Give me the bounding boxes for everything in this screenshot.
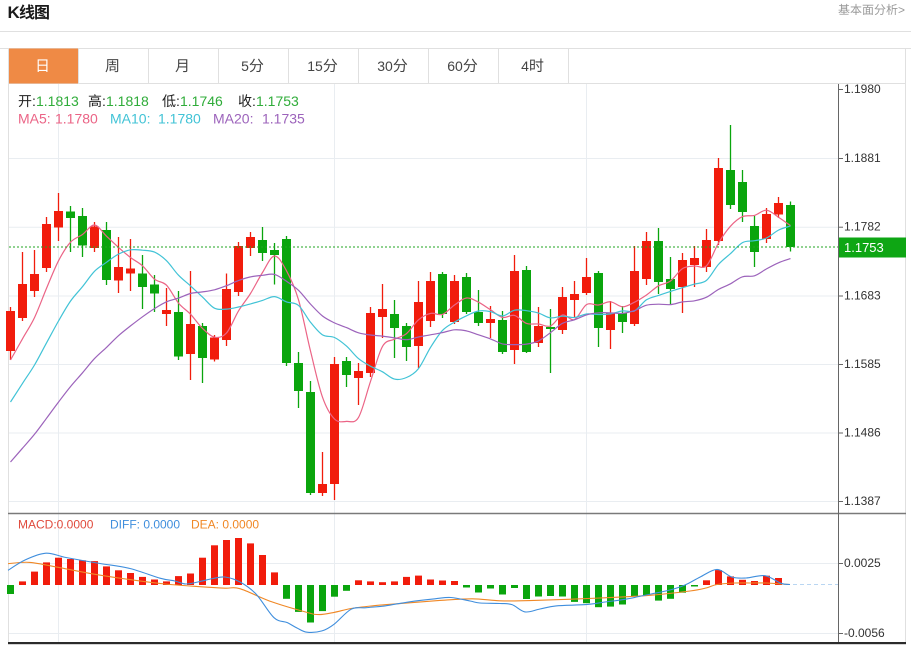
svg-text:1.1735: 1.1735: [262, 111, 305, 127]
svg-text::: :: [252, 93, 256, 109]
svg-text:MA5:: MA5:: [18, 111, 51, 127]
svg-text:4: 4: [521, 58, 529, 74]
svg-text:1.1753: 1.1753: [844, 240, 884, 255]
svg-text:60: 60: [447, 58, 463, 74]
svg-text:1.1746: 1.1746: [180, 93, 223, 109]
svg-text::: :: [32, 93, 36, 109]
svg-text:DIFF: 0.0000: DIFF: 0.0000: [110, 518, 180, 532]
svg-text:1.1813: 1.1813: [36, 93, 79, 109]
svg-text:1.1486: 1.1486: [844, 426, 881, 440]
svg-text:1.1585: 1.1585: [844, 357, 881, 371]
svg-text:5: 5: [241, 58, 249, 74]
svg-text:1.1782: 1.1782: [844, 220, 881, 234]
svg-text:1.1780: 1.1780: [55, 111, 98, 127]
svg-text:1.1818: 1.1818: [106, 93, 149, 109]
svg-text:1.1753: 1.1753: [256, 93, 299, 109]
svg-text:1.1881: 1.1881: [844, 151, 881, 165]
svg-text:MA10:: MA10:: [110, 111, 150, 127]
svg-text:DEA: 0.0000: DEA: 0.0000: [191, 518, 259, 532]
svg-text:MA20:: MA20:: [213, 111, 253, 127]
svg-text::: :: [176, 93, 180, 109]
svg-text:-0.0056: -0.0056: [844, 626, 885, 640]
svg-text:1.1780: 1.1780: [158, 111, 201, 127]
svg-text:0.0025: 0.0025: [844, 556, 881, 570]
svg-text:K: K: [8, 3, 21, 22]
svg-text:1.1683: 1.1683: [844, 289, 881, 303]
svg-text:15: 15: [307, 58, 323, 74]
svg-text::: :: [102, 93, 106, 109]
svg-text:>: >: [898, 3, 905, 17]
svg-text:1.1980: 1.1980: [844, 82, 881, 96]
svg-text:MACD:0.0000: MACD:0.0000: [18, 518, 94, 532]
svg-text:30: 30: [377, 58, 393, 74]
svg-text:1.1387: 1.1387: [844, 494, 881, 508]
